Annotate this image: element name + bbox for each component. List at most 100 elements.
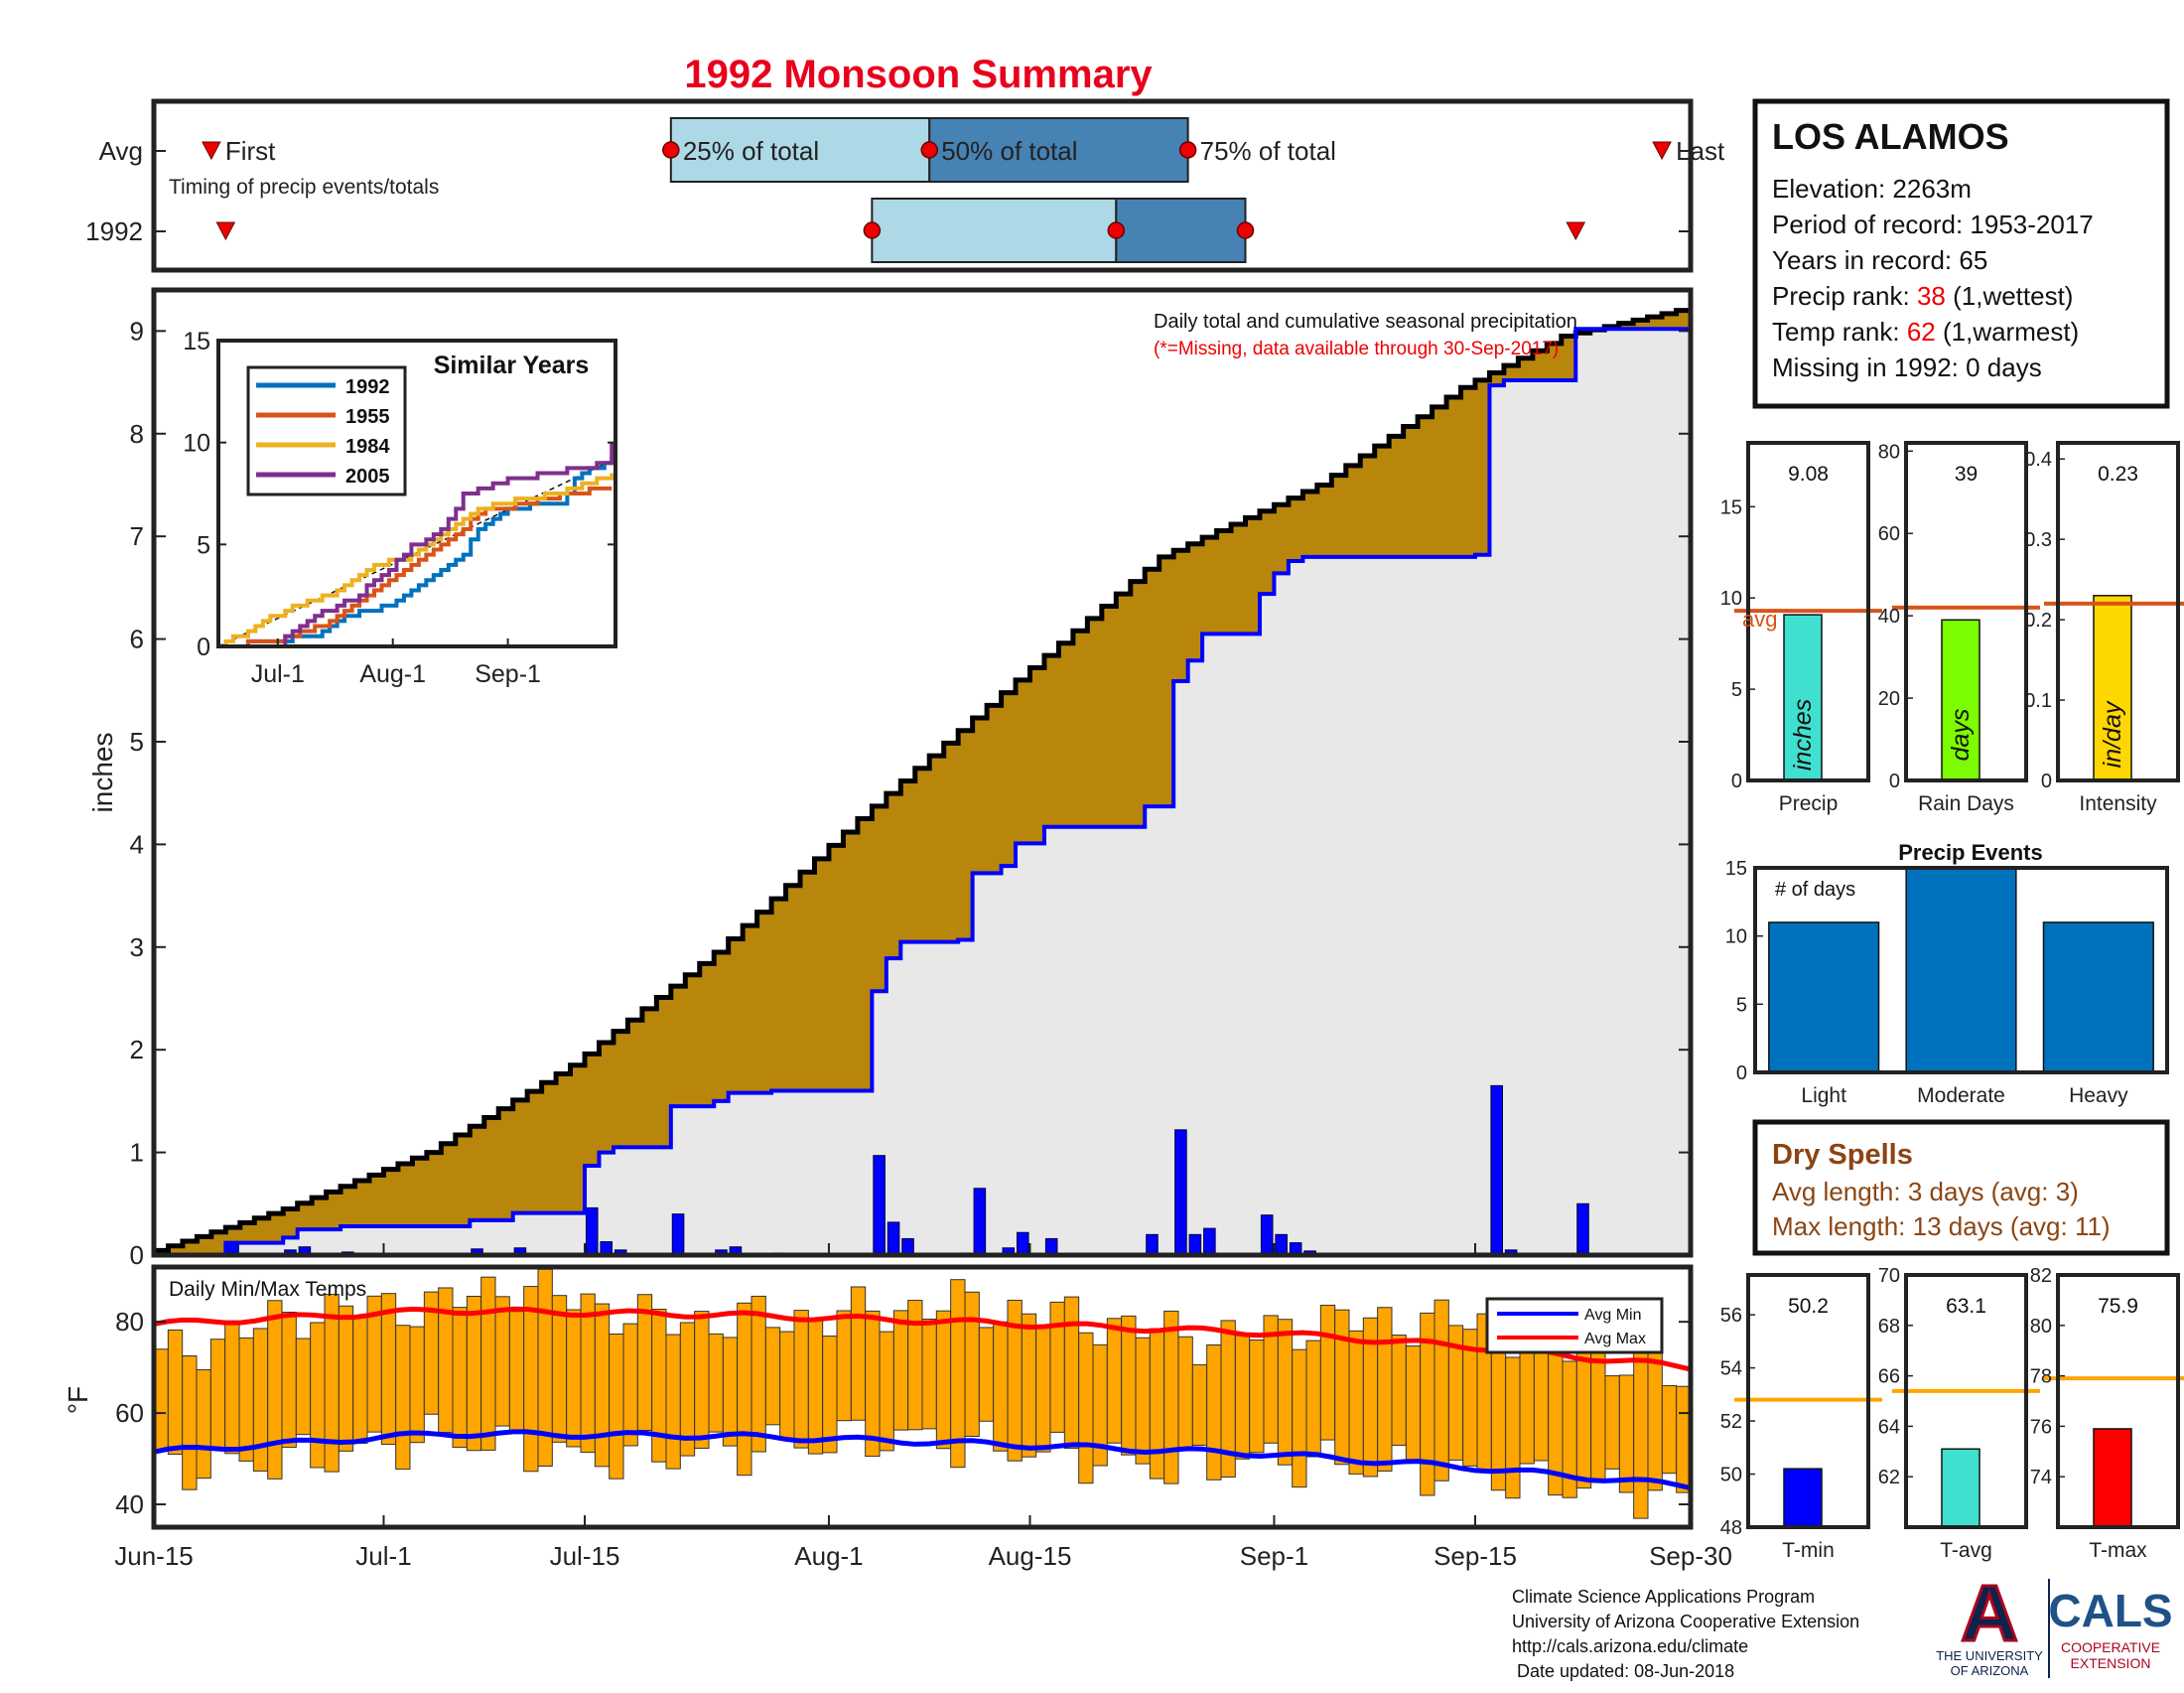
panel-precip: 0 5 10 15 9.08 Precip inches avg bbox=[1720, 441, 1882, 815]
daily-temp-bar bbox=[1063, 1296, 1080, 1450]
events-ylabel: # of days bbox=[1775, 879, 1855, 901]
label-50-of-total: 50% of total bbox=[941, 136, 1077, 166]
panel-y-tick-label: 0.2 bbox=[2024, 610, 2052, 632]
cals-logo-sub-2: EXTENSION bbox=[2071, 1655, 2151, 1671]
avg-marker-75 bbox=[1178, 141, 1197, 159]
temps-frame bbox=[151, 1264, 1694, 1530]
panel-y-tick-label: 40 bbox=[1878, 606, 1900, 628]
avg-min-line bbox=[153, 1429, 1692, 1491]
year-last-marker bbox=[1566, 221, 1586, 241]
cumulative-area bbox=[154, 329, 1691, 1256]
daily-temp-bar bbox=[566, 1309, 582, 1448]
event-category-label: Moderate bbox=[1917, 1084, 2005, 1107]
daily-temp-bar bbox=[865, 1310, 881, 1458]
temps-y-axis: 40 60 80 bbox=[115, 1307, 1691, 1519]
daily-temp-bar bbox=[580, 1293, 596, 1454]
panel-value-label: 50.2 bbox=[1788, 1295, 1829, 1318]
avg-last-marker bbox=[1652, 141, 1672, 161]
avg-max-line bbox=[153, 1306, 1692, 1372]
event-bar-moderate bbox=[1905, 867, 2017, 1073]
x-tick-label: Sep-1 bbox=[1240, 1541, 1308, 1571]
daily-temp-bar bbox=[338, 1305, 354, 1452]
daily-temp-bar bbox=[1135, 1337, 1151, 1465]
daily-temp-bar bbox=[1277, 1319, 1294, 1466]
panel-bar bbox=[1783, 614, 1823, 781]
inset-series-1984 bbox=[218, 473, 614, 648]
inset-frame bbox=[216, 339, 617, 648]
dry-spells-frame bbox=[1752, 1119, 2170, 1256]
daily-temp-bar bbox=[1604, 1375, 1620, 1470]
daily-temp-bar bbox=[409, 1326, 425, 1444]
label-25-of-total: 25% of total bbox=[683, 136, 819, 166]
daily-temp-bar bbox=[609, 1333, 624, 1480]
main-plot-frame bbox=[151, 287, 1694, 1258]
daily-temp-bar bbox=[452, 1307, 468, 1449]
daily-temp-bar bbox=[1206, 1343, 1222, 1481]
ua-logo-text-1: THE UNIVERSITY bbox=[1936, 1648, 2043, 1663]
daily-temp-bar bbox=[737, 1302, 752, 1477]
panel-frame bbox=[2056, 441, 2180, 782]
x-tick-label: Jun-15 bbox=[114, 1541, 194, 1571]
inset-x-tick-label: Sep-1 bbox=[475, 660, 541, 688]
event-bar-light bbox=[1768, 921, 1880, 1073]
daily-temp-bar bbox=[224, 1322, 240, 1455]
year-marker-25 bbox=[863, 221, 882, 239]
daily-temp-bar bbox=[295, 1338, 312, 1436]
daily-temp-bar bbox=[907, 1300, 923, 1431]
temp-rank-label: Temp rank: bbox=[1772, 317, 1907, 347]
daily-temp-bar bbox=[1305, 1340, 1321, 1458]
panel-y-tick-label: 20 bbox=[1878, 688, 1900, 710]
station-elevation: Elevation: 2263m bbox=[1772, 174, 1972, 204]
daily-temp-bars bbox=[153, 1268, 1692, 1519]
panel-t-max: 74 76 78 80 82 75.9 T-max bbox=[2030, 1265, 2184, 1562]
event-category-label: Light bbox=[1801, 1084, 1846, 1107]
panel-intensity: 0 0.1 0.2 0.3 0.4 0.23 Intensity in/day bbox=[2024, 441, 2184, 815]
footer: Climate Science Applications Program Uni… bbox=[1512, 1568, 2173, 1682]
panel-frame bbox=[1746, 1273, 1870, 1529]
events-y-tick-label: 15 bbox=[1725, 858, 1747, 880]
panel-value-label: 0.23 bbox=[2098, 463, 2138, 486]
daily-temp-bar bbox=[1647, 1349, 1663, 1491]
daily-temp-bar bbox=[1049, 1301, 1065, 1433]
main-y-tick-label: 2 bbox=[130, 1035, 144, 1064]
daily-temp-bar bbox=[807, 1319, 824, 1455]
inset-legend-label: 1992 bbox=[345, 376, 390, 398]
inset-legend: 1992 1955 1984 2005 bbox=[256, 376, 390, 488]
deficit-area bbox=[154, 310, 1691, 1255]
daily-temp-bar bbox=[879, 1331, 894, 1452]
panel-value-label: 75.9 bbox=[2098, 1295, 2138, 1318]
temps-y-tick-label: 60 bbox=[115, 1398, 144, 1428]
main-y-tick-label: 5 bbox=[130, 727, 144, 757]
daily-temp-bar bbox=[850, 1286, 867, 1421]
events-title: Precip Events bbox=[1898, 840, 2043, 865]
footer-line-1: Climate Science Applications Program bbox=[1512, 1587, 1815, 1607]
panel-y-tick-label: 82 bbox=[2030, 1265, 2052, 1287]
daily-temp-bar bbox=[594, 1303, 611, 1468]
daily-temp-bar bbox=[523, 1286, 539, 1473]
daily-temp-bar bbox=[793, 1310, 809, 1449]
daily-precip-bar bbox=[1260, 1214, 1274, 1256]
avg-marker-50 bbox=[920, 141, 938, 159]
year-marker-50 bbox=[1107, 221, 1126, 239]
legend-avg-min-label: Avg Min bbox=[1584, 1307, 1642, 1324]
dry-spells-box: Dry Spells Avg length: 3 days (avg: 3) M… bbox=[1752, 1119, 2170, 1256]
main-y-tick-label: 7 bbox=[130, 521, 144, 551]
station-missing: Missing in 1992: 0 days bbox=[1772, 353, 2042, 382]
daily-temp-bar bbox=[1661, 1385, 1678, 1475]
avg-first-marker bbox=[202, 141, 221, 161]
panel-unit-label: inches bbox=[1789, 699, 1817, 771]
panel-y-tick-label: 0.3 bbox=[2024, 529, 2052, 551]
inset-legend-label: 1984 bbox=[345, 436, 390, 458]
main-precip-chart: 0 1 2 3 4 5 6 7 8 9 inches Daily total and cumula… bbox=[87, 287, 1694, 1270]
events-y-tick-label: 0 bbox=[1736, 1062, 1747, 1084]
panel-name-label: T-min bbox=[1782, 1539, 1835, 1562]
inset-y-tick-label: 5 bbox=[197, 531, 210, 559]
x-tick-label: Sep-30 bbox=[1649, 1541, 1732, 1571]
precip-summary-panels: 0 5 10 15 9.08 Precip inches avg 0 20 40 60 80 39 Rain… bbox=[1720, 441, 2184, 815]
daily-temp-bar bbox=[1575, 1347, 1592, 1489]
daily-temp-bar bbox=[1505, 1356, 1521, 1499]
year-box-50-75 bbox=[1115, 198, 1247, 263]
timing-panel: Avg 1992 Timing of precip events/totals … bbox=[85, 98, 1725, 273]
panel-y-tick-label: 56 bbox=[1720, 1305, 1742, 1327]
